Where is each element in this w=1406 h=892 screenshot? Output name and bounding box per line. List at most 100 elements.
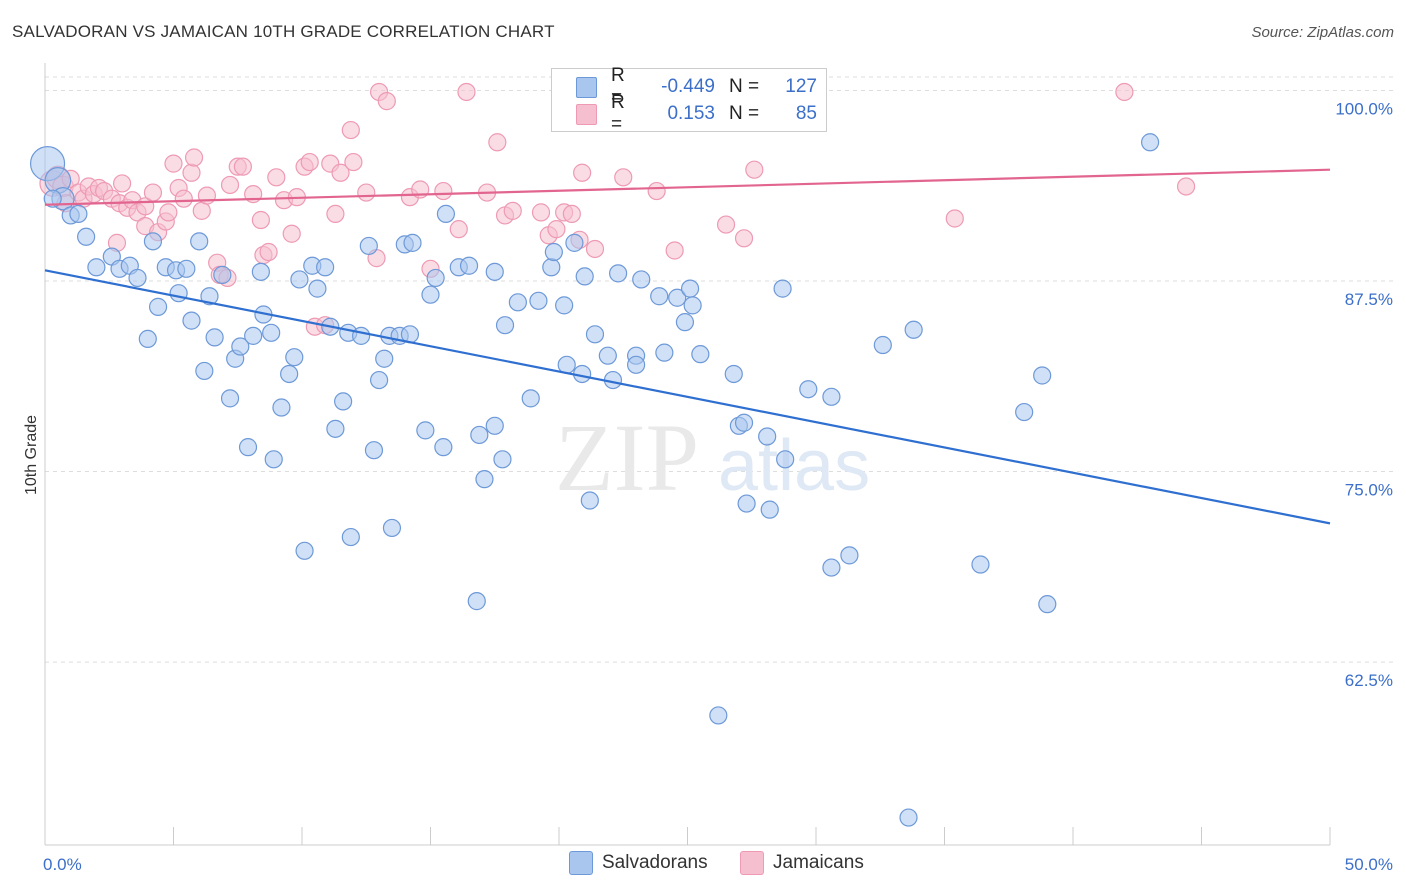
legend-item-jamaicans: Jamaicans: [740, 851, 864, 875]
salvadoran-point: [521, 389, 540, 408]
salvadoran-point: [364, 441, 384, 460]
salvadoran-point: [626, 355, 646, 374]
jamaican-point: [745, 160, 764, 179]
salvadoran-point: [128, 268, 147, 288]
salvadoran-point: [1015, 402, 1034, 422]
salvadoran-point: [205, 328, 224, 347]
salvadoran-point: [899, 808, 918, 827]
salvadoran-point: [352, 326, 371, 345]
salvadoran-point: [760, 500, 779, 519]
jamaican-point: [251, 210, 270, 230]
salvadoran-point: [470, 425, 489, 445]
salvadoran-point: [382, 518, 402, 538]
salvadoran-point: [632, 270, 651, 289]
salvadoran-point: [691, 345, 710, 364]
salvadoran-point: [200, 287, 219, 306]
legend-r-value: -0.449: [661, 76, 715, 97]
jamaican-point: [192, 201, 211, 220]
salvadoran-point: [495, 316, 515, 335]
jamaican-point: [174, 189, 193, 208]
jamaican-point: [734, 229, 754, 248]
salvadoran-point: [565, 233, 584, 252]
salvadoran-point: [680, 279, 700, 298]
salvadoran-point: [675, 313, 695, 332]
salvadoran-point: [1038, 595, 1057, 614]
salvadoran-point: [213, 265, 232, 284]
salvadoran-point: [251, 262, 270, 281]
salvadoran-point: [359, 236, 378, 256]
salvadoran-point: [341, 527, 360, 547]
x-tick-label: 0.0%: [43, 855, 82, 874]
salvadoran-point: [724, 364, 743, 384]
salvadorans-trend-line: [44, 269, 1331, 525]
salvadoran-point: [326, 419, 345, 438]
jamaican-point: [331, 163, 350, 182]
legend-label-jamaicans: Jamaicans: [773, 852, 864, 873]
jamaican-point: [614, 168, 633, 187]
jamaican-point: [357, 183, 376, 202]
salvadoran-point: [544, 242, 563, 262]
salvadoran-point: [244, 326, 263, 345]
salvadoran-point: [138, 329, 157, 349]
salvadoran-point: [580, 491, 599, 510]
legend-swatch-pink: [576, 103, 597, 125]
salvadoran-point: [182, 311, 201, 330]
jamaican-point: [300, 152, 319, 172]
salvadoran-point: [220, 389, 240, 408]
jamaican-point: [716, 215, 736, 234]
jamaican-point: [233, 157, 252, 176]
legend-n-label: N =: [729, 103, 760, 124]
jamaican-point: [647, 181, 666, 201]
salvadoran-point: [1033, 366, 1052, 385]
salvadoran-point: [177, 259, 196, 278]
jamaican-point: [665, 241, 684, 260]
legend-r-label: R =: [611, 92, 625, 135]
salvadoran-point: [459, 256, 479, 275]
salvadoran-point: [238, 438, 258, 457]
jamaican-point: [164, 154, 183, 173]
legend-r-value: 0.153: [667, 103, 715, 124]
salvadoran-point: [467, 592, 486, 611]
salvadoran-point: [295, 541, 314, 560]
salvadoran-point: [1140, 133, 1160, 152]
jamaican-point: [182, 163, 201, 182]
y-axis-label: 10th Grade: [23, 415, 40, 495]
salvadoran-point: [436, 204, 456, 224]
salvadorans-points: [29, 81, 1160, 827]
salvadoran-point: [231, 337, 250, 356]
salvadoran-point: [290, 270, 309, 289]
jamaican-point: [457, 82, 476, 102]
jamaican-point: [259, 242, 278, 262]
salvadoran-point: [668, 288, 687, 307]
salvadoran-point: [285, 348, 304, 367]
jamaican-point: [562, 204, 581, 224]
tick-labels: 62.5% 75.0% 87.5% 100.0% 0.0% 50.0%: [43, 99, 1393, 874]
jamaican-point: [547, 220, 566, 239]
salvadoran-point: [598, 346, 617, 365]
jamaican-point: [503, 201, 522, 220]
salvadoran-point: [734, 413, 754, 432]
jamaican-point: [282, 224, 301, 243]
salvadoran-point: [555, 296, 574, 315]
salvadoran-point: [434, 438, 453, 457]
legend-swatch-salvadorans: [569, 851, 593, 875]
jamaican-point: [945, 209, 964, 228]
salvadoran-point: [822, 558, 841, 577]
salvadoran-point: [822, 387, 841, 406]
salvadoran-point: [426, 268, 445, 288]
salvadoran-point: [485, 262, 504, 281]
jamaican-point: [143, 183, 163, 202]
salvadoran-point: [169, 284, 188, 303]
legend-n-value: 85: [795, 103, 817, 124]
salvadoran-point: [799, 380, 818, 399]
legend-swatch-jamaicans: [740, 851, 764, 875]
salvadoran-point: [773, 279, 792, 298]
salvadoran-point: [416, 421, 435, 440]
salvadoran-point: [43, 189, 62, 208]
salvadoran-point: [485, 416, 504, 435]
jamaican-point: [573, 163, 592, 182]
jamaican-point: [112, 174, 132, 193]
salvadoran-point: [873, 335, 892, 355]
jamaican-point: [1176, 177, 1196, 196]
